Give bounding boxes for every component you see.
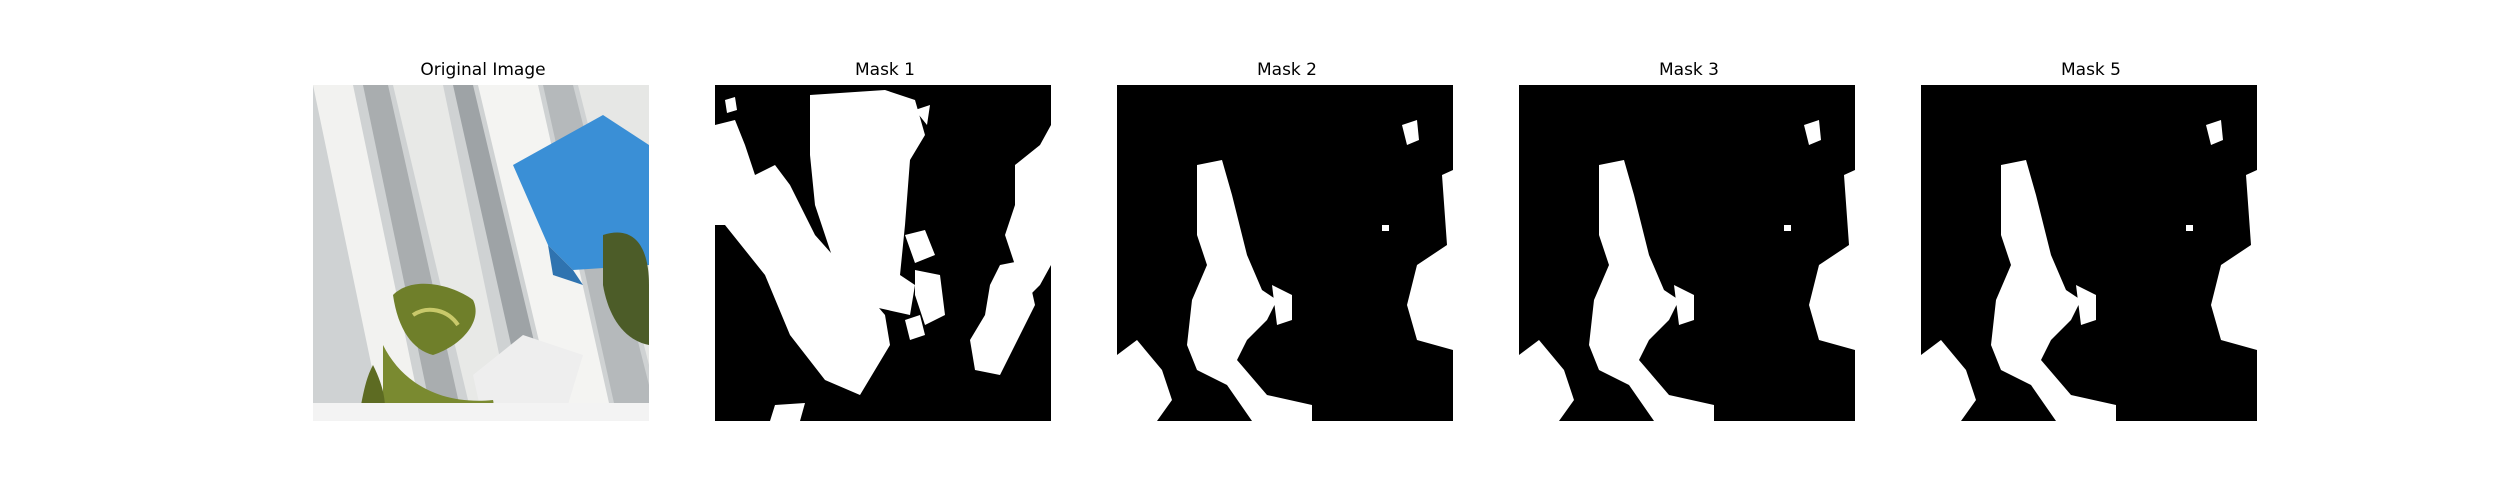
mask-2-shape bbox=[1117, 85, 1453, 421]
mask-5-shape bbox=[1921, 85, 2257, 421]
original-image-title: Original Image bbox=[420, 60, 546, 80]
mask-3-image bbox=[1519, 85, 1855, 421]
original-image bbox=[313, 85, 649, 421]
mask-2-image bbox=[1117, 85, 1453, 421]
mask-2-panel: Mask 2 bbox=[1117, 0, 1457, 500]
mask-3-panel: Mask 3 bbox=[1519, 0, 1859, 500]
mask-1-title: Mask 1 bbox=[854, 60, 915, 80]
mask-5-title: Mask 5 bbox=[2060, 60, 2121, 80]
mask-5-image bbox=[1921, 85, 2257, 421]
mask-3-title: Mask 3 bbox=[1658, 60, 1719, 80]
original-photo-illustration bbox=[313, 85, 649, 421]
mask-1-shape bbox=[715, 85, 1051, 421]
mask-1-image bbox=[715, 85, 1051, 421]
mask-3-shape bbox=[1519, 85, 1855, 421]
mask-5-panel: Mask 5 bbox=[1921, 0, 2261, 500]
mask-1-panel: Mask 1 bbox=[715, 0, 1055, 500]
original-image-panel: Original Image bbox=[313, 0, 653, 500]
mask-2-title: Mask 2 bbox=[1256, 60, 1317, 80]
